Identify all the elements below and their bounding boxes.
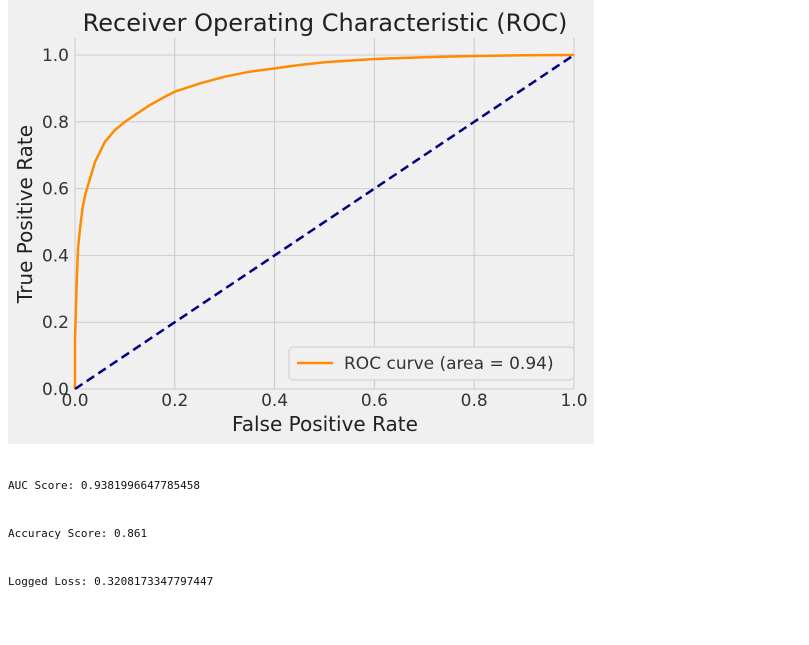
x-axis-label: False Positive Rate [232,412,418,436]
legend-box [288,346,575,381]
y-axis-label: True Positive Rate [13,125,37,304]
y-tick-label: 0.6 [42,180,69,200]
logged-loss-line: Logged Loss: 0.3208173347797447 [8,575,214,588]
tick-labels: 0.0 0.2 0.4 0.6 0.8 1.0 0.0 0.2 0.4 0.6 0.8 1.0 [42,46,588,411]
chart-title: Receiver Operating Characteristic (ROC) [83,9,568,37]
console-output: AUC Score: 0.9381996647785458 Accuracy S… [8,446,213,606]
x-tick-label: 0.2 [161,391,188,411]
y-tick-label: 0.4 [42,246,69,266]
x-tick-label: 0.0 [61,391,88,411]
roc-figure: Receiver Operating Characteristic (ROC) … [8,0,594,444]
series-lines [73,53,575,391]
legend-label-roc: ROC curve (area = 0.94) [344,354,554,374]
x-tick-label: 0.6 [361,391,388,411]
roc-curve-line [73,53,575,389]
x-tick-label: 1.0 [560,391,587,411]
accuracy-score-line: Accuracy Score: 0.861 [8,527,148,540]
x-tick-label: 0.8 [461,391,488,411]
diagonal-reference-line [74,53,575,391]
y-tick-label: 0.2 [42,313,69,333]
legend: ROC curve (area = 0.94) [288,346,575,381]
x-tick-label: 0.4 [261,391,288,411]
y-tick-label: 1.0 [42,46,69,66]
y-tick-label: 0.8 [42,113,69,133]
y-tick-label: 0.0 [42,380,69,400]
auc-score-line: AUC Score: 0.9381996647785458 [8,479,201,492]
roc-chart: Receiver Operating Characteristic (ROC) … [13,9,588,436]
grid [74,38,575,390]
